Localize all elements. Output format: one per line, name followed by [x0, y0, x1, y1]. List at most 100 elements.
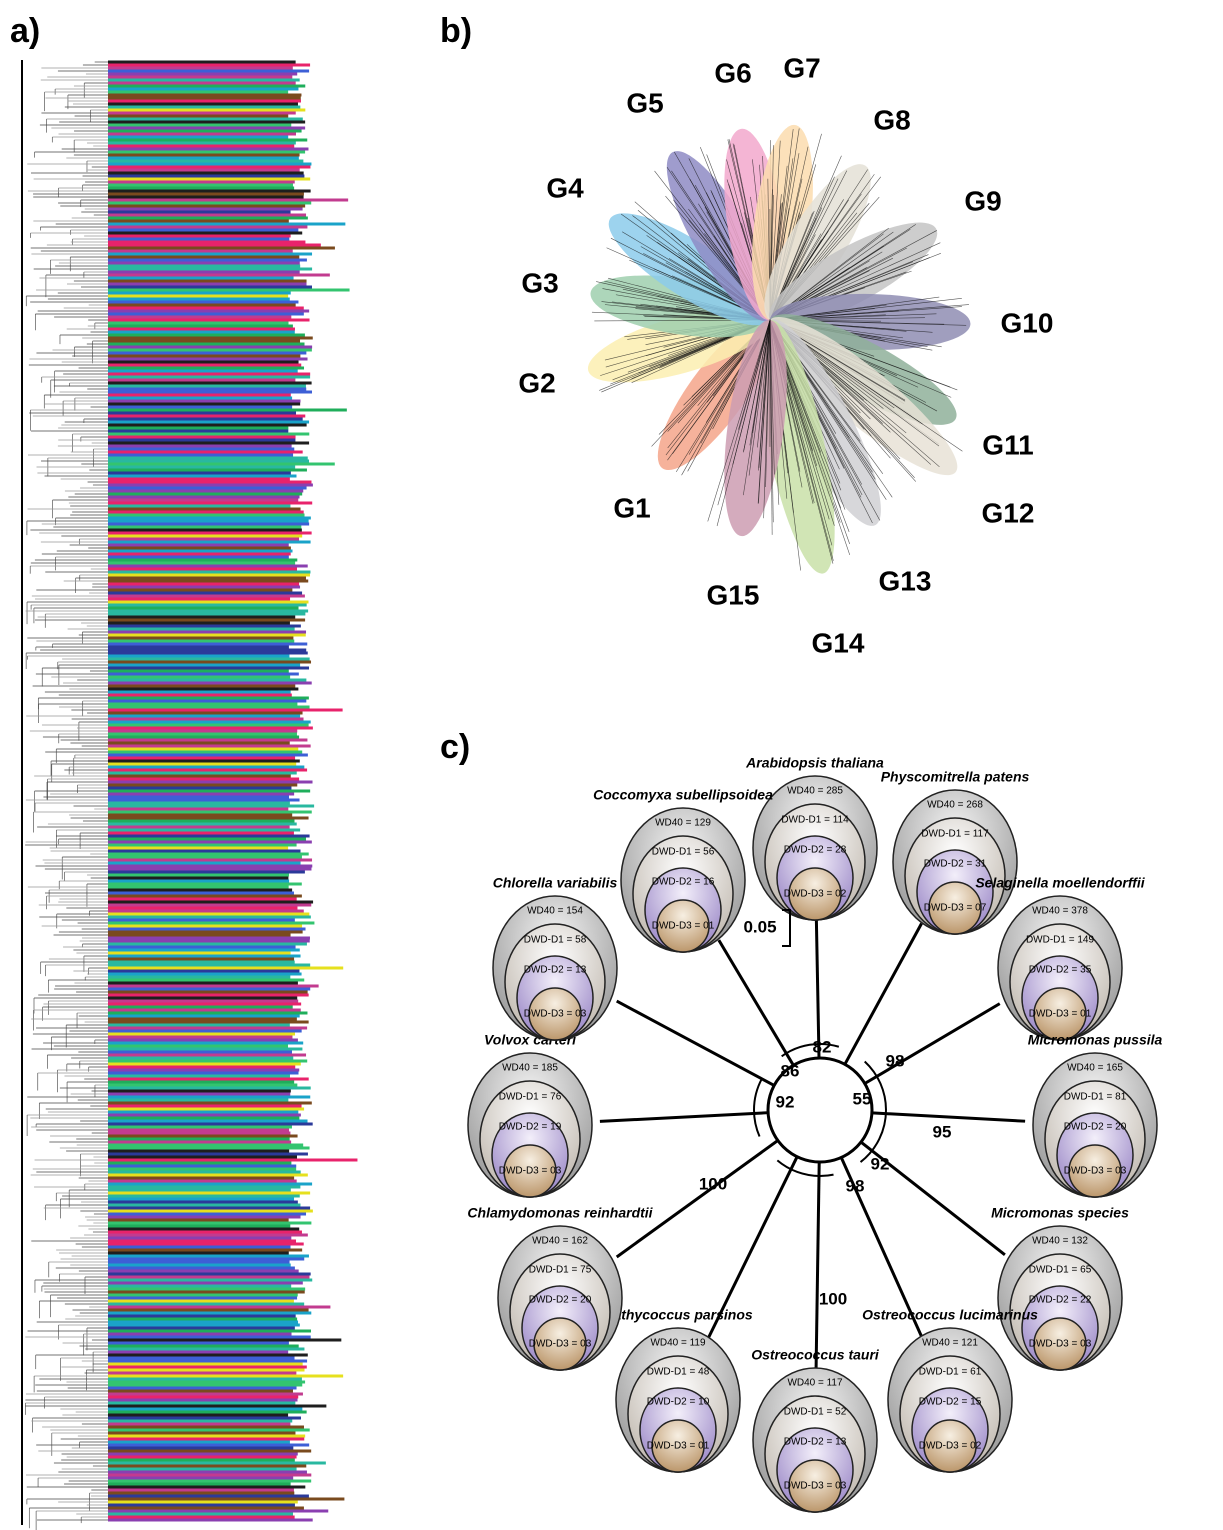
clade-label: G6 [714, 57, 751, 88]
species-name: Selaginella moellendorffii [975, 875, 1145, 891]
d3-count: DWD-D3 = 01 [1029, 1009, 1092, 1020]
panel-label: c) [440, 728, 470, 766]
branch [845, 923, 922, 1064]
panel-a [22, 60, 357, 1530]
d1-count: DWD-D1 = 149 [1026, 935, 1095, 946]
branch [617, 1140, 778, 1257]
wd40-count: WD40 = 285 [787, 786, 843, 797]
species-name: Physcomitrella patens [881, 769, 1030, 785]
support-value: 86 [781, 1061, 800, 1080]
d2-count: DWD-D2 = 13 [524, 965, 587, 976]
support-value: 100 [819, 1289, 847, 1308]
species-name: Micromonas pussila [1028, 1032, 1163, 1048]
d3-count: DWD-D3 = 03 [524, 1009, 587, 1020]
d3-count: DWD-D3 = 02 [919, 1441, 982, 1452]
branch [816, 1162, 819, 1370]
d1-count: DWD-D1 = 58 [524, 935, 587, 946]
d2-count: DWD-D2 = 31 [924, 859, 987, 870]
d3-count: DWD-D3 = 03 [499, 1166, 562, 1177]
d3-count: DWD-D3 = 02 [784, 889, 847, 900]
support-value: 82 [813, 1037, 832, 1056]
support-value: 55 [853, 1089, 872, 1108]
d1-count: DWD-D1 = 52 [784, 1407, 847, 1418]
clade-label: G9 [964, 185, 1001, 216]
species-name: Chlorella variabilis [493, 875, 618, 891]
clade-label: G2 [518, 367, 555, 398]
wd40-count: WD40 = 129 [655, 818, 711, 829]
figure: G1 G2 G3 G4 G5 G6 G7 G8 G9 G10 G11 G12 G13 G14 G15 Ara… [0, 0, 1223, 1530]
branch [865, 1004, 1000, 1084]
clade-label: G12 [982, 497, 1035, 528]
species-name: Micromonas species [991, 1205, 1129, 1221]
panel-b: G1 G2 G3 G4 G5 G6 G7 G8 G9 G10 G11 G12 G13 G14 G15 [518, 52, 1053, 658]
support-value: 98 [846, 1176, 865, 1195]
clade-label: G8 [873, 104, 910, 135]
d2-count: DWD-D2 = 19 [499, 1122, 562, 1133]
d3-count: DWD-D3 = 01 [647, 1441, 710, 1452]
species-name: Coccomyxa subellipsoidea [593, 787, 773, 803]
branch [872, 1113, 1025, 1121]
d1-count: DWD-D1 = 56 [652, 847, 715, 858]
d2-count: DWD-D2 = 35 [1029, 965, 1092, 976]
support-value: 98 [886, 1051, 905, 1070]
clade-label: G1 [613, 492, 650, 523]
species-name: Chlamydomonas reinhardtii [467, 1205, 653, 1221]
wd40-count: WD40 = 154 [527, 906, 583, 917]
wd40-count: WD40 = 121 [922, 1338, 978, 1349]
clade-label: G4 [546, 172, 584, 203]
species-name: Ostreococcus tauri [751, 1347, 880, 1363]
d1-count: DWD-D1 = 114 [781, 815, 849, 826]
d3-count: DWD-D3 = 03 [529, 1339, 592, 1350]
wd40-count: WD40 = 117 [787, 1378, 843, 1389]
clade-label: G3 [521, 267, 558, 298]
branch [600, 1113, 768, 1122]
d1-count: DWD-D1 = 48 [647, 1367, 710, 1378]
support-value: 100 [699, 1174, 727, 1193]
species-name: Arabidopsis thaliana [745, 755, 884, 771]
d1-count: DWD-D1 = 75 [529, 1265, 592, 1276]
support-value: 92 [776, 1092, 795, 1111]
wd40-count: WD40 = 119 [650, 1338, 706, 1349]
d1-count: DWD-D1 = 65 [1029, 1265, 1092, 1276]
d3-count: DWD-D3 = 03 [1064, 1166, 1127, 1177]
d3-count: DWD-D3 = 01 [652, 921, 715, 932]
tree-ring [754, 1044, 886, 1176]
scale-bar [782, 910, 790, 946]
wd40-count: WD40 = 268 [927, 800, 983, 811]
clade-label: G10 [1001, 307, 1054, 338]
d2-count: DWD-D2 = 20 [1064, 1122, 1127, 1133]
d2-count: DWD-D2 = 20 [529, 1295, 592, 1306]
d3-count: DWD-D3 = 07 [924, 903, 987, 914]
d1-count: DWD-D1 = 76 [499, 1092, 562, 1103]
d2-count: DWD-D2 = 10 [647, 1397, 710, 1408]
branch [617, 1001, 774, 1085]
clade-label: G13 [879, 565, 932, 596]
clade-label: G5 [626, 87, 663, 118]
species-name: Ostreococcus lucimarinus [862, 1307, 1038, 1323]
d2-count: DWD-D2 = 15 [919, 1397, 982, 1408]
wd40-count: WD40 = 162 [532, 1236, 588, 1247]
clade-label: G14 [812, 627, 865, 658]
wd40-count: WD40 = 185 [502, 1063, 558, 1074]
d1-count: DWD-D1 = 61 [919, 1367, 982, 1378]
d2-count: DWD-D2 = 16 [652, 877, 715, 888]
d2-count: DWD-D2 = 22 [1029, 1295, 1092, 1306]
d1-count: DWD-D1 = 81 [1064, 1092, 1127, 1103]
clade-label: G15 [707, 579, 760, 610]
d3-count: DWD-D3 = 03 [784, 1481, 847, 1492]
panel-label: a) [10, 12, 40, 50]
wd40-count: WD40 = 378 [1032, 906, 1088, 917]
wd40-count: WD40 = 132 [1032, 1236, 1088, 1247]
support-value: 92 [871, 1154, 890, 1173]
species-name: Bathycoccus parsinos [603, 1307, 753, 1323]
clade-label: G11 [982, 429, 1033, 460]
d3-count: DWD-D3 = 03 [1029, 1339, 1092, 1350]
panel-label: b) [440, 12, 472, 50]
support-value: 95 [933, 1122, 952, 1141]
panel-c: Arabidopsis thaliana WD40 = 285 DWD-D1 = 1… [467, 755, 1162, 1512]
clade-label: G7 [783, 52, 820, 83]
wd40-count: WD40 = 165 [1067, 1063, 1123, 1074]
scale-label: 0.05 [743, 917, 776, 936]
d1-count: DWD-D1 = 117 [921, 829, 989, 840]
d2-count: DWD-D2 = 28 [784, 845, 847, 856]
